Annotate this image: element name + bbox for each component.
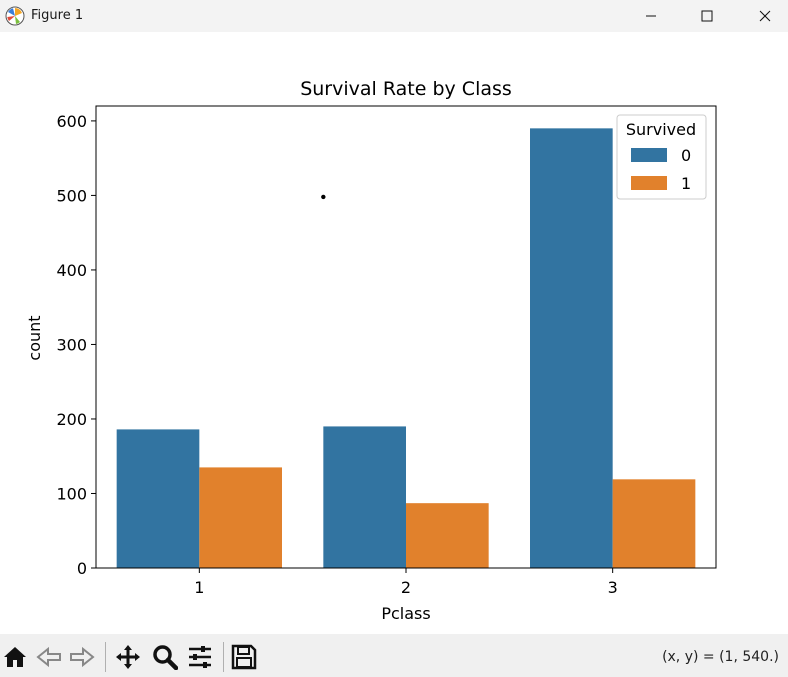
y-tick-label: 100 [56,484,87,503]
bar-pclass-2-survived-0 [323,426,406,568]
bar-pclass-3-survived-1 [612,479,696,568]
y-axis-label: count [25,315,44,360]
axes-frame [95,105,717,569]
close-icon [759,10,771,22]
y-tick-label: 0 [77,559,87,578]
bars-group [116,128,696,568]
bar-pclass-1-survived-1 [199,467,282,568]
chart-title: Survival Rate by Class [300,78,512,100]
y-tick-label: 200 [56,410,87,429]
navigation-toolbar: (x, y) = (1, 540.) [0,634,788,677]
y-axis: 0 100 200 300 400 500 600 [56,112,96,578]
toolbar-separator [223,642,224,672]
configure-subplots-icon[interactable] [187,644,213,670]
x-axis: 1 2 3 [194,568,618,597]
x-tick-label: 1 [194,578,204,597]
legend: Survived 0 1 [616,114,707,200]
y-tick-label: 300 [56,335,87,354]
maximize-button[interactable] [684,0,730,32]
pan-icon[interactable] [115,644,141,670]
y-tick-label: 600 [56,112,87,131]
matplotlib-logo-icon [5,6,25,26]
save-icon[interactable] [231,644,257,670]
x-tick-label: 2 [401,578,411,597]
minimize-icon [646,15,656,17]
maximize-icon [701,10,713,22]
y-tick-label: 400 [56,261,87,280]
legend-swatch-survived-0 [631,148,667,162]
legend-title: Survived [626,120,696,139]
legend-swatch-survived-1 [631,176,667,190]
window-titlebar: Figure 1 [0,0,788,32]
annotations-group [321,194,326,200]
close-button[interactable] [742,0,788,32]
figure-canvas[interactable]: Survival Rate by Class 0 100 200 300 400 500 6… [0,32,788,634]
annotation-point [321,194,326,200]
y-tick-label: 500 [56,186,87,205]
bar-pclass-2-survived-1 [406,503,489,568]
x-tick-label: 3 [608,578,618,597]
cursor-coordinates: (x, y) = (1, 540.) [662,649,779,665]
bar-chart: Survival Rate by Class 0 100 200 300 400 500 6… [25,78,717,623]
toolbar-separator [105,642,106,672]
forward-icon[interactable] [69,644,95,670]
bar-pclass-1-survived-0 [116,429,200,568]
bar-pclass-3-survived-0 [530,128,613,568]
home-icon[interactable] [2,644,28,670]
x-axis-label: Pclass [381,604,430,623]
zoom-icon[interactable] [152,644,178,670]
window-title: Figure 1 [31,8,84,23]
legend-label-survived-0: 0 [681,146,691,165]
back-icon[interactable] [36,644,62,670]
legend-label-survived-1: 1 [681,174,691,193]
minimize-button[interactable] [628,0,674,32]
